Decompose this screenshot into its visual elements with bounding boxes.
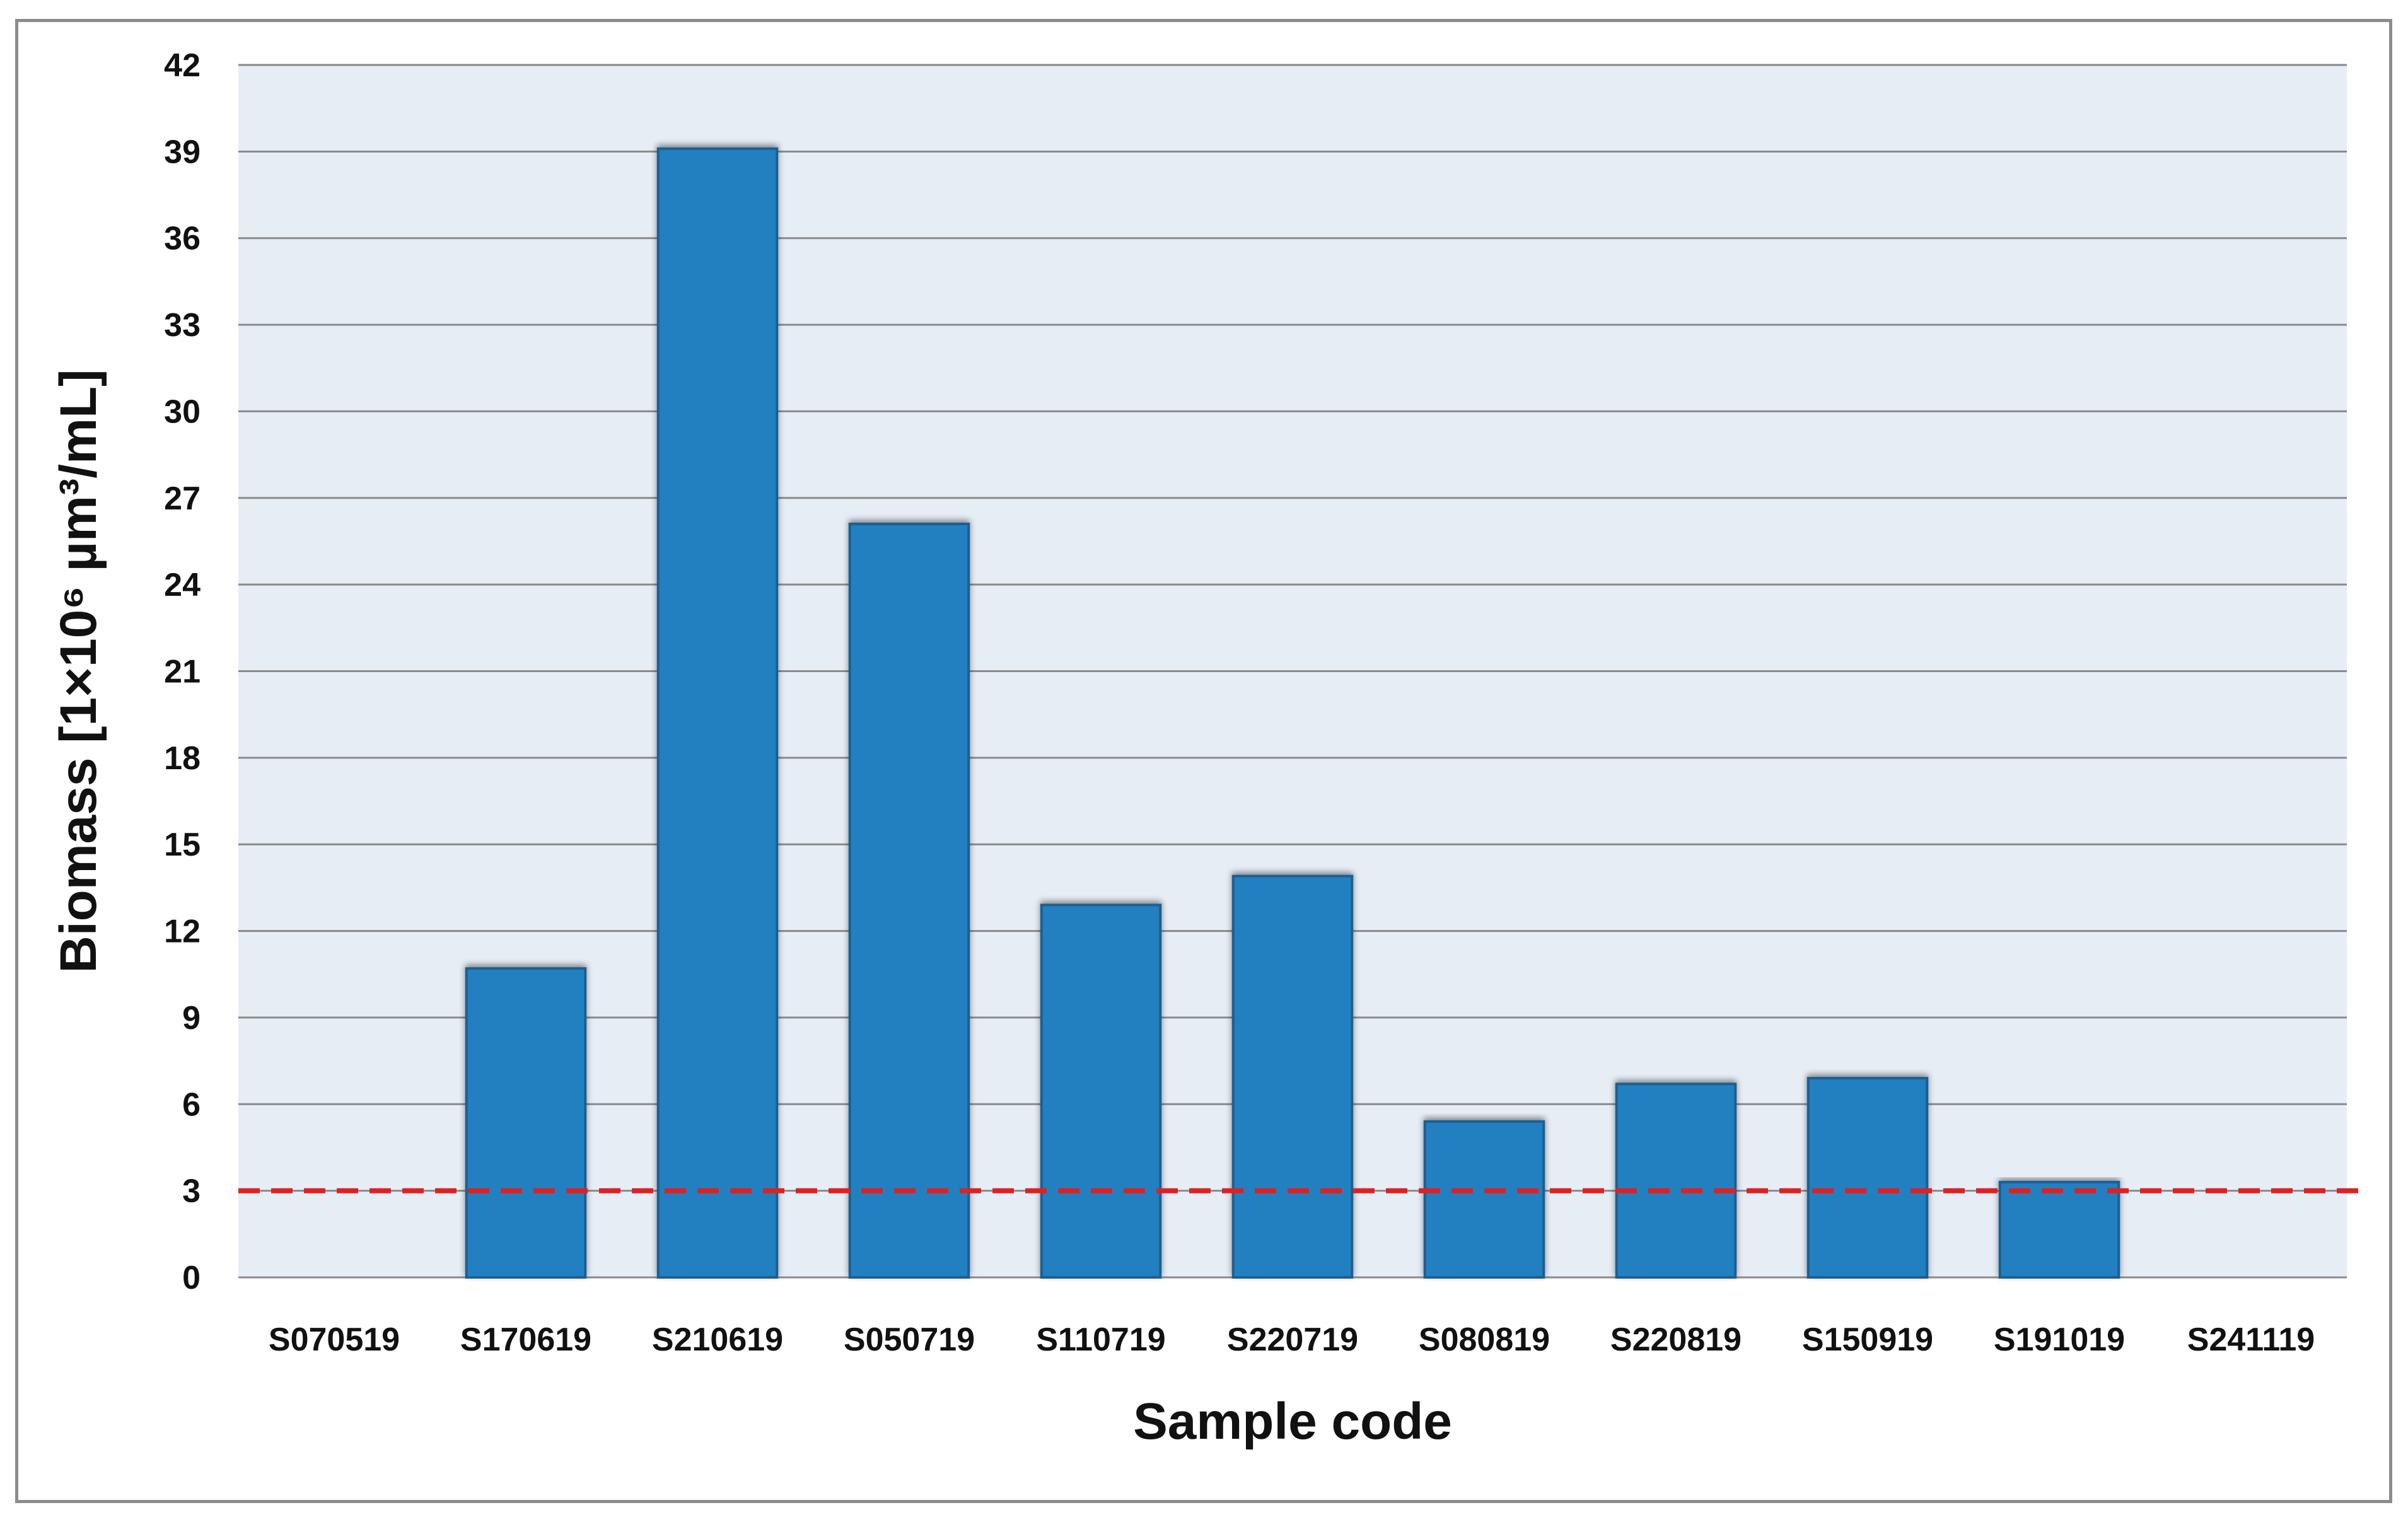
- y-tick-label: 21: [164, 654, 201, 690]
- y-tick-label: 15: [164, 827, 201, 863]
- bar-s220719: [1231, 874, 1354, 1279]
- x-tick-label: S191019: [1994, 1322, 2125, 1358]
- y-tick-label: 18: [164, 740, 201, 777]
- y-tick-label: 33: [164, 307, 201, 344]
- y-tick-label: 9: [182, 1000, 201, 1037]
- y-tick-label: 24: [164, 567, 201, 603]
- bar-s191019: [1998, 1180, 2120, 1279]
- bars: [465, 147, 2120, 1279]
- bar-s210619: [656, 147, 779, 1279]
- y-tick-label: 12: [164, 914, 201, 950]
- y-tick-label: 39: [164, 134, 201, 170]
- x-tick-label: S210619: [652, 1322, 783, 1358]
- y-tick-label: 3: [182, 1173, 201, 1210]
- x-tick-label: S050719: [844, 1322, 975, 1358]
- x-tick-label: S080819: [1419, 1322, 1550, 1358]
- x-tick-label: S220719: [1227, 1322, 1358, 1358]
- bar-s150919: [1806, 1077, 1929, 1279]
- y-axis-title: Biomass [1×10⁶ µm³/mL]: [50, 369, 107, 973]
- x-tick-label: S170619: [460, 1322, 591, 1358]
- bar-s170619: [465, 967, 587, 1279]
- y-tick-label: 0: [182, 1260, 201, 1296]
- x-tick-label: S070519: [269, 1322, 400, 1358]
- bar-s080819: [1423, 1120, 1545, 1279]
- bar-s110719: [1040, 903, 1162, 1279]
- bar-s050719: [848, 522, 970, 1279]
- gridlines: [238, 64, 2347, 1279]
- x-axis-title: Sample code: [1133, 1393, 1452, 1450]
- y-tick-label: 30: [164, 393, 201, 430]
- y-tick-label: 6: [182, 1086, 201, 1123]
- x-tick-label: S220819: [1610, 1322, 1742, 1358]
- y-tick-label: 36: [164, 221, 201, 257]
- bar-s220819: [1615, 1083, 1737, 1279]
- y-tick-label: 27: [164, 480, 201, 517]
- x-tick-label: S150919: [1802, 1322, 1933, 1358]
- x-tick-label: S110719: [1036, 1322, 1165, 1358]
- x-tick-label: S241119: [2187, 1322, 2315, 1358]
- x-tick-labels: S070519 S170619 S210619 S050719 S110719 S2207…: [269, 1322, 2315, 1358]
- y-tick-label: 42: [164, 47, 201, 84]
